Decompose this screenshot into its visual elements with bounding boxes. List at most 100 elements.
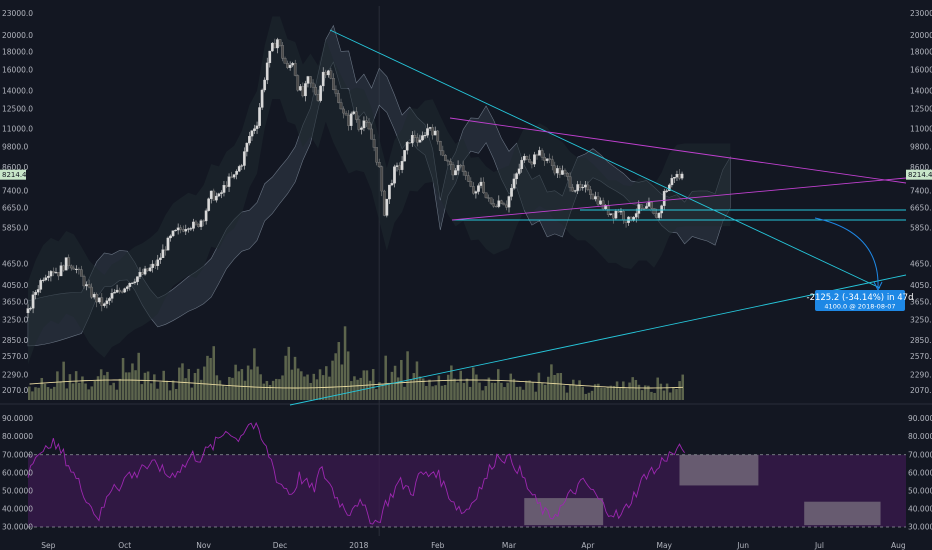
candle-body (143, 268, 147, 275)
volume-bar (568, 384, 572, 400)
candle-body (31, 294, 35, 309)
volume-bar (156, 388, 159, 400)
volume-bar (425, 385, 428, 400)
volume-bar (109, 385, 112, 400)
volume-bar (256, 366, 259, 400)
candle-body (385, 198, 389, 216)
x-tick-aug: Aug (891, 541, 906, 550)
last-price-tag-right-bg (906, 169, 932, 180)
volume-bar (634, 379, 638, 400)
volume-bar (137, 352, 140, 400)
volume-bar (193, 373, 197, 400)
volume-bar (625, 388, 628, 400)
candle-body (214, 195, 218, 201)
candle-body (515, 173, 518, 180)
candle-body (34, 292, 37, 295)
candle-body (232, 174, 236, 178)
candle-body (265, 62, 269, 81)
candle-body (426, 128, 429, 136)
volume-bar (506, 382, 509, 400)
candle-body (510, 187, 513, 197)
candle-body (357, 119, 361, 130)
candle-body (479, 181, 483, 186)
cyan-downtrend-line (329, 29, 881, 289)
volume-bar (221, 385, 225, 400)
volume-bar (584, 393, 588, 400)
candle-body (321, 71, 325, 87)
candle-body (197, 223, 200, 227)
volume-bar (490, 382, 494, 400)
volume-bar (134, 370, 137, 400)
candle-body (64, 257, 68, 271)
candle-body (428, 127, 432, 129)
volume-bar (28, 386, 31, 400)
candle-body (678, 174, 681, 179)
candle-body (329, 70, 333, 79)
candle-body (538, 150, 541, 156)
candle-body (344, 112, 348, 116)
candle-body (655, 213, 658, 218)
candle-body (87, 284, 91, 288)
volume-bar (296, 368, 300, 400)
y-tick-right: 23000.0 (910, 9, 932, 18)
rsi-y-tick-right: 90.0000 (908, 414, 932, 423)
volume-bar (384, 355, 387, 400)
candle-body (82, 276, 86, 287)
y-tick-left: 6650.0 (2, 203, 28, 212)
y-tick-right: 4650.0 (910, 259, 932, 268)
y-tick-left: 20000.0 (2, 31, 33, 40)
candle-body (153, 263, 157, 266)
volume-bar (240, 369, 244, 400)
volume-bar (559, 372, 563, 400)
candle-body (296, 75, 300, 91)
candle-body (400, 161, 404, 170)
candle-body (148, 267, 152, 272)
candle-body (365, 120, 368, 123)
volume-bar (421, 378, 425, 400)
volume-bar (74, 371, 78, 400)
y-tick-left: 9800.0 (2, 143, 28, 152)
candle-body (461, 165, 465, 172)
volume-bar (678, 381, 681, 400)
candle-body (324, 71, 328, 76)
volume-bar (415, 361, 419, 400)
volume-bar (149, 383, 153, 400)
volume-bar (643, 385, 647, 400)
candle-body (217, 193, 221, 197)
volume-bar (284, 355, 287, 400)
rsi-range-box (524, 498, 604, 526)
x-tick-sep: Sep (41, 541, 55, 550)
volume-bar (153, 374, 156, 400)
candle-body (349, 113, 353, 126)
volume-bar (656, 377, 659, 400)
volume-bar (478, 382, 481, 400)
candle-body (446, 160, 450, 162)
volume-bar (547, 376, 550, 400)
candle-body (146, 268, 149, 272)
candle-body (118, 289, 121, 292)
volume-bar (340, 364, 344, 400)
volume-bar (672, 387, 675, 400)
volume-bar (515, 386, 519, 400)
volume-bar (181, 363, 184, 400)
candle-body (245, 142, 249, 152)
candle-body (207, 198, 211, 211)
volume-bar (431, 386, 434, 400)
last-price-tag-left-bg (0, 169, 26, 180)
volume-bar (84, 383, 87, 400)
y-tick-right: 11000.0 (910, 124, 932, 133)
candle-body (115, 289, 119, 293)
candle-body (54, 272, 58, 274)
candle-body (123, 288, 127, 293)
candle-body (169, 235, 172, 239)
candle-body (181, 229, 185, 232)
volume-bar (124, 372, 128, 400)
volume-bar (315, 379, 319, 400)
candle-body (454, 170, 457, 176)
candle-body (647, 202, 651, 207)
volume-bar (375, 389, 378, 400)
candle-body (270, 42, 274, 52)
rsi-panel (27, 421, 906, 528)
candle-body (441, 150, 445, 156)
